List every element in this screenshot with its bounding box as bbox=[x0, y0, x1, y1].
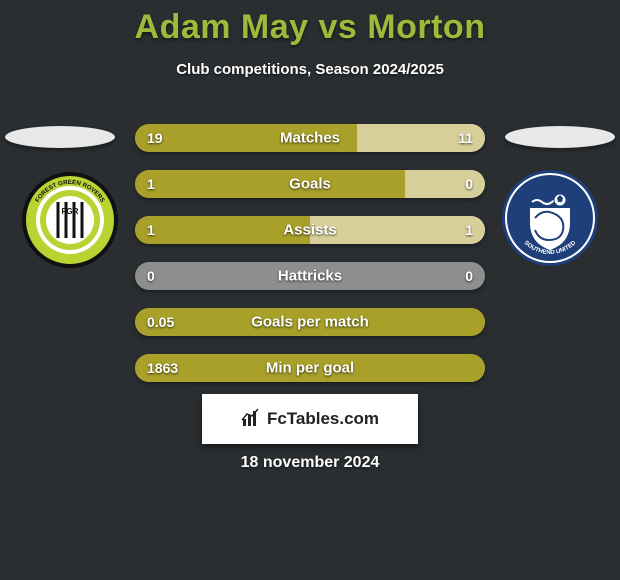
date-text: 18 november 2024 bbox=[241, 454, 380, 472]
brand-box: FcTables.com bbox=[202, 394, 418, 444]
chart-icon bbox=[241, 408, 261, 431]
stat-value-right: 0 bbox=[465, 268, 473, 284]
crest-right-svg: SOUTHEND UNITED bbox=[500, 168, 600, 268]
stat-value-left: 1863 bbox=[147, 360, 178, 376]
player-right-ellipse bbox=[505, 126, 615, 148]
stat-row: 1863 Min per goal bbox=[135, 354, 485, 382]
stat-row: 0 0 Hattricks bbox=[135, 262, 485, 290]
stat-label: Assists bbox=[283, 222, 336, 239]
svg-text:FGR: FGR bbox=[62, 207, 79, 216]
subtitle: Club competitions, Season 2024/2025 bbox=[0, 61, 620, 78]
stat-value-right: 1 bbox=[465, 222, 473, 238]
stat-value-left: 0 bbox=[147, 268, 155, 284]
page-title: Adam May vs Morton bbox=[0, 0, 620, 47]
stat-value-left: 1 bbox=[147, 222, 155, 238]
comparison-card: Adam May vs Morton Club competitions, Se… bbox=[0, 0, 620, 580]
stat-label: Min per goal bbox=[266, 360, 354, 377]
stat-row: 0.05 Goals per match bbox=[135, 308, 485, 336]
stat-bar-left bbox=[135, 170, 405, 198]
stat-value-right: 11 bbox=[458, 130, 473, 146]
stat-value-left: 0.05 bbox=[147, 314, 174, 330]
stat-rows: 1911Matches10Goals11Assists00Hattricks0.… bbox=[135, 124, 485, 400]
stat-label: Matches bbox=[280, 130, 340, 147]
player-left-ellipse bbox=[5, 126, 115, 148]
stat-value-right: 0 bbox=[465, 176, 473, 192]
team-right-crest: SOUTHEND UNITED bbox=[500, 168, 600, 268]
crest-left-svg: FGR FOREST GREEN ROVERS bbox=[20, 170, 120, 270]
team-left-crest: FGR FOREST GREEN ROVERS bbox=[20, 170, 120, 270]
stat-row: 1 1 Assists bbox=[135, 216, 485, 244]
stat-value-left: 19 bbox=[147, 130, 163, 146]
stat-row: 19 11 Matches bbox=[135, 124, 485, 152]
stat-label: Goals bbox=[289, 176, 331, 193]
stat-label: Hattricks bbox=[278, 268, 342, 285]
brand-text: FcTables.com bbox=[267, 409, 379, 429]
stat-row: 1 0 Goals bbox=[135, 170, 485, 198]
stat-label: Goals per match bbox=[251, 314, 369, 331]
stat-value-left: 1 bbox=[147, 176, 155, 192]
